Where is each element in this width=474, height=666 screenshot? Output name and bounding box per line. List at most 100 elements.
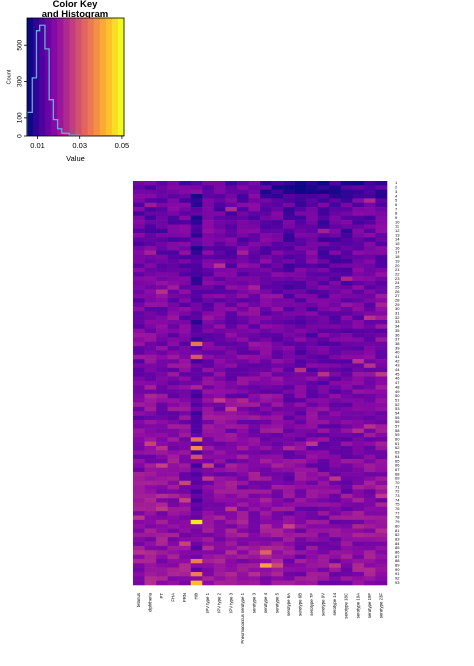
heatmap-cell — [133, 181, 145, 186]
heatmap-cell — [340, 398, 353, 403]
color-key-swatch — [69, 18, 76, 136]
heatmap-cell — [294, 254, 307, 260]
heatmap-cell — [260, 558, 272, 564]
heatmap-cell — [329, 380, 342, 386]
heatmap-cell — [213, 450, 226, 455]
row-label: 59 — [395, 432, 400, 437]
heatmap-cell — [213, 185, 226, 190]
heatmap-cell — [213, 528, 226, 534]
heatmap-cell — [179, 233, 192, 238]
heatmap-cell — [167, 432, 180, 438]
heatmap-cell — [363, 220, 376, 225]
heatmap-cell — [248, 359, 261, 364]
heatmap-cell — [213, 363, 226, 369]
heatmap-cell — [225, 220, 238, 225]
heatmap-cell — [202, 346, 215, 351]
heatmap-cell — [260, 189, 272, 195]
heatmap-cell — [294, 293, 307, 299]
heatmap-cell — [306, 350, 319, 356]
heatmap-cell — [271, 428, 284, 434]
heatmap-cell — [179, 437, 192, 442]
heatmap-cell — [202, 237, 215, 243]
heatmap-cell — [375, 293, 388, 299]
row-label: 1 — [395, 180, 398, 185]
heatmap-cell — [329, 502, 342, 508]
heatmap-cell — [317, 311, 330, 316]
heatmap-cell — [340, 263, 353, 269]
heatmap-cell — [236, 346, 249, 351]
heatmap-cell — [294, 415, 307, 421]
heatmap-cell — [225, 419, 238, 425]
heatmap-cell — [260, 337, 272, 343]
heatmap-cell — [294, 363, 307, 369]
heatmap-cell — [179, 350, 192, 356]
heatmap-cell — [306, 280, 319, 286]
heatmap-cell — [306, 541, 319, 547]
heatmap-cell — [363, 215, 376, 221]
heatmap-cell — [363, 515, 376, 521]
heatmap-cell — [133, 567, 145, 573]
heatmap-cell — [133, 450, 145, 455]
heatmap-cell — [375, 537, 388, 542]
heatmap-cell — [271, 380, 284, 386]
heatmap-cell — [202, 363, 215, 369]
heatmap-cell — [283, 298, 295, 303]
heatmap-cell — [340, 502, 353, 508]
heatmap-cell — [202, 450, 215, 455]
heatmap-cell — [213, 359, 226, 364]
heatmap-cell — [260, 580, 272, 586]
heatmap-cell — [156, 485, 168, 490]
heatmap-cell — [363, 545, 376, 551]
heatmap-cell — [202, 445, 215, 451]
heatmap-cell — [260, 489, 272, 495]
heatmap-cell — [202, 293, 215, 299]
heatmap-cell — [340, 537, 353, 542]
heatmap-cell — [294, 532, 307, 538]
heatmap-cell — [190, 228, 203, 234]
row-label: 88 — [395, 558, 400, 563]
heatmap-cell — [283, 285, 295, 290]
color-key-swatch — [111, 18, 119, 136]
heatmap-cell — [167, 306, 180, 312]
heatmap-cell — [156, 324, 168, 329]
heatmap-cell — [283, 350, 295, 356]
heatmap-cell — [248, 532, 261, 538]
heatmap-cell — [363, 276, 376, 282]
heatmap-cell — [317, 215, 330, 221]
heatmap-cell — [340, 571, 353, 577]
heatmap-cell — [363, 233, 376, 238]
heatmap-cell — [236, 432, 249, 438]
heatmap-cell — [271, 272, 284, 277]
heatmap-cell — [294, 567, 307, 573]
heatmap-cell — [156, 250, 168, 256]
heatmap-cell — [202, 454, 215, 460]
heatmap-cell — [340, 580, 353, 586]
heatmap-cell — [352, 302, 365, 308]
heatmap-cell — [190, 511, 203, 516]
color-key-ramp — [27, 18, 125, 136]
heatmap-cell — [363, 359, 376, 364]
heatmap-cell — [329, 445, 342, 451]
heatmap-cell — [306, 515, 319, 521]
heatmap-cell — [190, 241, 203, 247]
heatmap-cell — [271, 563, 284, 568]
heatmap-cell — [167, 571, 180, 577]
heatmap-cell — [306, 537, 319, 542]
row-label: 40 — [395, 350, 400, 355]
heatmap-cell — [306, 545, 319, 551]
heatmap-cell — [133, 476, 145, 482]
heatmap-cell — [317, 276, 330, 282]
heatmap-cell — [340, 554, 353, 560]
heatmap-cell — [213, 385, 226, 390]
heatmap-cell — [271, 328, 284, 334]
heatmap-cell — [260, 428, 272, 434]
heatmap-cell — [294, 233, 307, 238]
heatmap-cell — [213, 424, 226, 429]
heatmap-cell — [329, 580, 342, 586]
heatmap-cell — [294, 459, 307, 464]
heatmap-cell — [190, 432, 203, 438]
heatmap-cell — [363, 315, 376, 321]
heatmap-cell — [156, 302, 168, 308]
heatmap-cell — [133, 558, 145, 564]
heatmap-cell — [167, 398, 180, 403]
